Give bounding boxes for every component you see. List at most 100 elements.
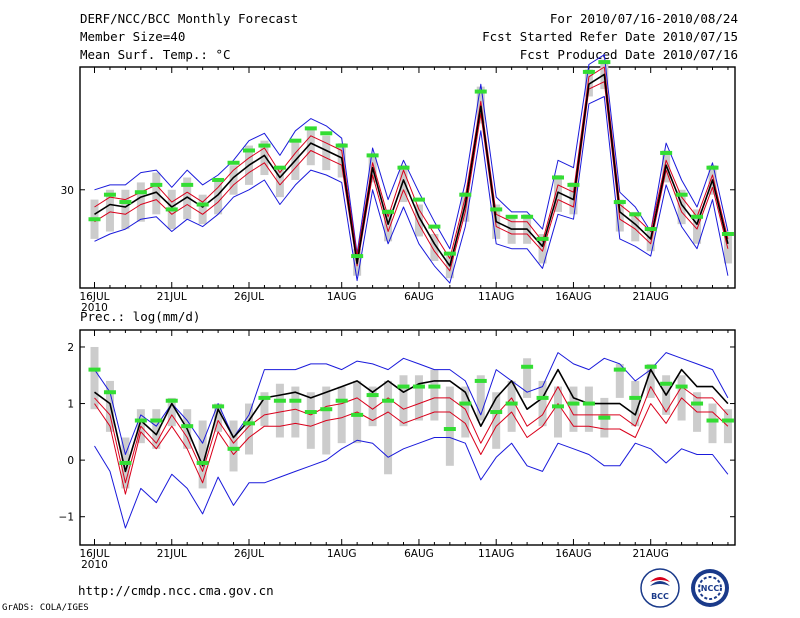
x-tick-label: 1AUG bbox=[327, 291, 357, 303]
x-tick-label: 6AUG bbox=[404, 548, 434, 560]
observed-marker bbox=[691, 401, 704, 406]
bcc-logo: BCC bbox=[640, 568, 680, 608]
temperature-variable-label: Mean Surf. Temp.: °C bbox=[80, 47, 231, 62]
observed-marker bbox=[721, 418, 734, 423]
observed-marker bbox=[165, 207, 178, 212]
observed-marker bbox=[536, 395, 549, 400]
x-tick-label: 21AUG bbox=[633, 548, 669, 560]
observed-marker bbox=[88, 217, 101, 222]
spread-bar bbox=[121, 189, 130, 230]
spread-bar bbox=[322, 135, 331, 171]
observed-marker bbox=[443, 251, 456, 256]
observed-marker bbox=[273, 398, 286, 403]
observed-marker bbox=[304, 410, 317, 415]
observed-marker bbox=[119, 200, 132, 205]
observed-marker bbox=[397, 384, 410, 389]
spread-bar bbox=[677, 189, 686, 225]
observed-marker bbox=[196, 460, 209, 465]
spread-bar bbox=[445, 256, 454, 279]
spread-bar bbox=[569, 386, 578, 432]
observed-marker bbox=[335, 143, 348, 148]
observed-marker bbox=[382, 398, 395, 403]
spread-bar bbox=[337, 386, 346, 444]
spread-bar bbox=[584, 69, 593, 97]
observed-marker bbox=[227, 160, 240, 165]
temperature-panel: 30 16JUL 21JUL 26JUL 1AUG 6AUG 11AUG 16AUG 21AUG… bbox=[61, 54, 736, 314]
observed-marker bbox=[521, 364, 534, 369]
observed-marker bbox=[706, 418, 719, 423]
observed-marker bbox=[675, 192, 688, 197]
spread-bar bbox=[384, 380, 393, 475]
observed-marker bbox=[412, 384, 425, 389]
mean-lower-line bbox=[94, 386, 729, 484]
mean-low-line bbox=[94, 397, 729, 495]
forecast-started-label: Fcst Started Refer Date 2010/07/15 bbox=[482, 29, 738, 44]
precipitation-panel: 2 1 0 −1 16JUL 21JUL 26JUL 1AUG 6AUG 11AUG 16AUG 21… bbox=[59, 329, 736, 571]
x-tick-label: 16JUL bbox=[80, 291, 110, 303]
observed-marker bbox=[181, 424, 194, 429]
x-year-label: 2010 bbox=[81, 559, 108, 571]
observed-marker bbox=[428, 384, 441, 389]
bcc-logo-text: BCC bbox=[651, 592, 669, 601]
x-tick-label: 11AUG bbox=[478, 291, 514, 303]
spread-bar bbox=[275, 167, 284, 198]
spread-bar bbox=[136, 182, 145, 222]
x-tick-label: 26JUL bbox=[234, 548, 264, 560]
x-tick-label: 16JUL bbox=[80, 548, 110, 560]
spread-bar bbox=[229, 165, 238, 195]
observed-marker bbox=[552, 404, 564, 409]
spread-bar bbox=[646, 363, 655, 398]
observed-marker bbox=[629, 395, 642, 400]
spread-bar bbox=[723, 233, 732, 264]
x-tick-label: 21JUL bbox=[157, 291, 187, 303]
observed-marker bbox=[366, 393, 379, 398]
forecast-produced-label: Fcst Produced Date 2010/07/16 bbox=[519, 47, 738, 62]
spread-bar bbox=[384, 209, 393, 242]
spread-bar bbox=[646, 229, 655, 252]
observed-marker bbox=[273, 165, 286, 170]
spread-bar bbox=[476, 86, 485, 124]
x-tick-label: 1AUG bbox=[327, 548, 357, 560]
observed-marker bbox=[212, 177, 225, 182]
spread-bar bbox=[306, 128, 315, 166]
chart-title: DERF/NCC/BCC Monthly Forecast bbox=[80, 11, 299, 26]
spread-bar bbox=[492, 392, 501, 449]
observed-marker bbox=[582, 401, 595, 406]
observed-marker bbox=[243, 421, 255, 426]
observed-marker bbox=[289, 398, 302, 403]
observed-marker bbox=[474, 378, 487, 383]
observed-marker bbox=[150, 418, 163, 423]
grads-credit: GrADS: COLA/IGES bbox=[2, 603, 89, 613]
observed-marker bbox=[196, 202, 209, 207]
spread-bar bbox=[507, 216, 516, 244]
observed-marker bbox=[119, 460, 132, 465]
plot-frame bbox=[79, 329, 736, 546]
spread-bar bbox=[214, 403, 223, 432]
ncc-logo-text: NCC bbox=[701, 584, 720, 593]
spread-bar bbox=[260, 392, 269, 427]
spread-bar bbox=[723, 409, 732, 444]
spread-bar bbox=[399, 165, 408, 203]
spread-bar bbox=[214, 179, 223, 215]
ensemble-min-line bbox=[94, 96, 729, 284]
observed-marker bbox=[258, 143, 271, 148]
observed-marker bbox=[181, 182, 194, 187]
observed-marker bbox=[351, 412, 364, 417]
spread-bar bbox=[414, 204, 423, 237]
observed-marker bbox=[289, 138, 302, 143]
observed-marker bbox=[335, 398, 348, 403]
observed-marker bbox=[459, 401, 472, 406]
spread-bar bbox=[368, 386, 377, 427]
y-tick-label: −1 bbox=[59, 512, 74, 524]
observed-marker bbox=[150, 182, 163, 187]
spread-bar bbox=[615, 363, 624, 398]
x-tick-label: 21JUL bbox=[157, 548, 187, 560]
observed-marker bbox=[243, 148, 255, 153]
ncc-logo: NCC bbox=[691, 569, 729, 607]
ensemble-max-line bbox=[94, 352, 729, 455]
forecast-period-label: For 2010/07/16-2010/08/24 bbox=[549, 11, 738, 26]
x-tick-label: 6AUG bbox=[404, 291, 434, 303]
x-tick-label: 16AUG bbox=[555, 548, 591, 560]
observed-marker bbox=[320, 131, 333, 136]
ensemble-min-line bbox=[94, 437, 729, 529]
